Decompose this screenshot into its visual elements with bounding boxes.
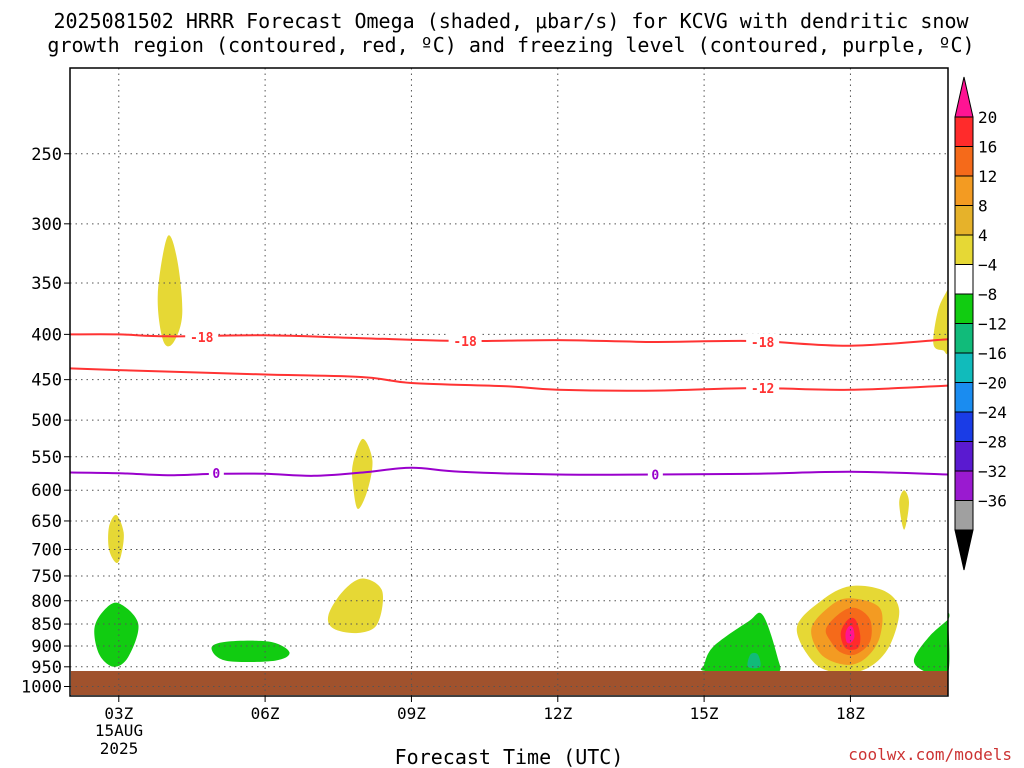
omega-region <box>108 514 124 564</box>
credit-text: coolwx.com/models <box>848 745 1012 764</box>
omega-region <box>94 602 139 667</box>
colorbar-bottom-arrow <box>954 529 974 571</box>
x-tick-label: 06Z <box>251 704 280 723</box>
colorbar-label: −20 <box>978 374 1007 393</box>
y-tick-label: 750 <box>31 567 62 587</box>
colorbar-label: 16 <box>978 138 997 157</box>
chart-title-line2: growth region (contoured, red, ºC) and f… <box>47 33 974 57</box>
y-tick-label: 250 <box>31 145 62 165</box>
contour-label: 0 <box>651 469 659 484</box>
y-tick-label: 300 <box>31 215 62 235</box>
omega-region <box>747 652 761 669</box>
contour-label-bg <box>647 466 663 481</box>
colorbar-segment <box>954 411 974 442</box>
y-tick-label: 350 <box>31 274 62 294</box>
colorbar-segment <box>954 175 974 206</box>
y-axis: 2503003504004505005506006507007508008509… <box>21 145 70 698</box>
contour-label-bg <box>185 329 219 344</box>
contour-label: -12 <box>751 382 774 397</box>
y-tick-label: 900 <box>31 637 62 657</box>
grid-layer <box>70 68 948 696</box>
colorbar-segment <box>954 500 974 531</box>
contour-label: -18 <box>190 331 214 346</box>
contour-label-bg <box>448 333 482 348</box>
contour-label-bg <box>746 333 780 348</box>
contour-line <box>69 367 949 392</box>
colorbar-segment <box>954 352 974 383</box>
y-tick-label: 400 <box>31 325 62 345</box>
colorbar-segment <box>954 146 974 177</box>
date-line2: 2025 <box>100 739 139 758</box>
colorbar-label: 12 <box>978 167 997 186</box>
colorbar-label: −36 <box>978 492 1007 511</box>
colorbar-segment <box>954 293 974 324</box>
colorbar-label: −28 <box>978 433 1007 452</box>
x-axis-label: Forecast Time (UTC) <box>395 745 624 768</box>
contour-label: 0 <box>212 467 220 482</box>
x-tick-label: 18Z <box>836 704 865 723</box>
plot-frame <box>69 67 949 697</box>
contour-layer: -18 -18 -18 -12 0 0 <box>69 329 949 484</box>
y-tick-label: 550 <box>31 448 62 468</box>
date-line1: 15AUG <box>95 721 143 740</box>
contour-label: -18 <box>453 335 477 350</box>
contour-label-bg <box>746 380 780 395</box>
contour-label-bg <box>208 465 224 480</box>
colorbar-segment <box>954 264 974 295</box>
colorbar-label: −4 <box>978 256 997 275</box>
ground-surface <box>71 671 948 695</box>
colorbar-segment <box>954 234 974 265</box>
colorbar-label: −24 <box>978 403 1007 422</box>
colorbar-segment <box>954 116 974 147</box>
colorbar-label: −12 <box>978 315 1007 334</box>
colorbar-label: −16 <box>978 344 1007 363</box>
colorbar-label: −32 <box>978 462 1007 481</box>
omega-region <box>327 578 384 634</box>
colorbar-segment <box>954 382 974 413</box>
colorbar: 20 16 12 8 4 −4 −8 −12 −16 −20 −24 −28 −32 −36 <box>954 76 1007 571</box>
colorbar-segment <box>954 441 974 472</box>
omega-region <box>933 279 949 355</box>
x-tick-label: 03Z <box>104 704 133 723</box>
colorbar-label: 4 <box>978 226 988 245</box>
omega-region <box>211 640 290 663</box>
y-tick-label: 950 <box>31 658 62 678</box>
colorbar-label: −8 <box>978 285 997 304</box>
omega-region <box>700 612 781 675</box>
omega-shading-layer <box>94 235 950 678</box>
colorbar-label: 20 <box>978 108 997 127</box>
y-tick-label: 700 <box>31 540 62 560</box>
omega-region <box>913 613 950 678</box>
x-tick-label: 12Z <box>543 704 572 723</box>
omega-region <box>157 235 183 347</box>
y-tick-label: 500 <box>31 411 62 431</box>
y-tick-label: 450 <box>31 371 62 391</box>
y-tick-label: 600 <box>31 481 62 501</box>
colorbar-segment <box>954 470 974 501</box>
chart-title-line1: 2025081502 HRRR Forecast Omega (shaded, … <box>53 9 969 33</box>
x-tick-label: 09Z <box>397 704 426 723</box>
y-tick-label: 800 <box>31 592 62 612</box>
y-tick-label: 650 <box>31 512 62 532</box>
colorbar-top-arrow <box>954 76 974 118</box>
x-tick-label: 15Z <box>690 704 719 723</box>
contour-line <box>69 466 949 477</box>
y-tick-label: 850 <box>31 615 62 635</box>
colorbar-label: 8 <box>978 197 988 216</box>
colorbar-segment <box>954 323 974 354</box>
x-axis: 03Z 06Z 09Z 12Z 15Z 18Z <box>104 696 865 723</box>
omega-region <box>899 490 909 530</box>
contour-label: -18 <box>751 336 775 351</box>
y-tick-label: 1000 <box>21 678 62 698</box>
colorbar-segment <box>954 205 974 236</box>
